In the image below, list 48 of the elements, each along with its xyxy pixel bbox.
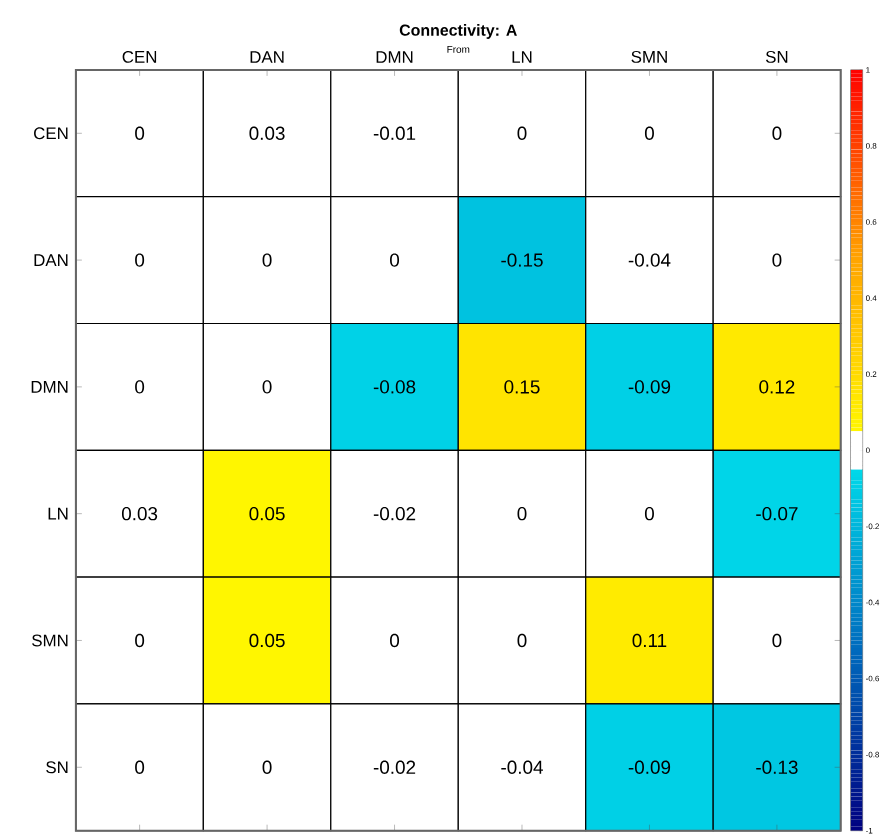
data-label: -0.02 — [373, 760, 416, 774]
data-label: 0 — [390, 253, 400, 267]
data-label: 0 — [135, 633, 145, 648]
data-label: 0 — [644, 126, 654, 140]
x-tick-label: SMN — [631, 50, 667, 63]
x-tick-label: DMN — [376, 51, 413, 63]
data-label: 0 — [644, 506, 654, 521]
data-label: 0 — [772, 126, 782, 140]
y-tick-label: CEN — [34, 127, 68, 140]
x-tick-label: DAN — [250, 51, 284, 63]
data-label: -0.15 — [501, 253, 543, 267]
data-label: 0.03 — [121, 506, 158, 521]
x-tick-label: CEN — [122, 50, 157, 63]
data-label: -0.09 — [628, 380, 671, 394]
data-label: -0.08 — [373, 380, 416, 394]
data-label: -0.04 — [501, 760, 543, 774]
data-label: 0 — [517, 633, 527, 648]
x-tick-label: SN — [765, 50, 788, 63]
data-label: 0.05 — [249, 633, 285, 648]
y-tick-label: LN — [48, 507, 68, 520]
data-label: -0.09 — [628, 760, 671, 774]
y-tick-label: SN — [46, 761, 68, 774]
y-tick-label: DMN — [31, 381, 68, 393]
data-label: 0 — [135, 126, 145, 140]
data-label: 0.03 — [249, 126, 285, 140]
data-label: 0 — [135, 253, 145, 267]
data-label: 0 — [390, 633, 400, 648]
data-label: 0 — [517, 126, 527, 140]
y-tick-label: SMN — [32, 634, 68, 647]
data-label: -0.04 — [628, 253, 671, 267]
data-label: -0.13 — [756, 760, 798, 774]
data-label: -0.02 — [373, 506, 416, 521]
data-label: 0.15 — [504, 380, 540, 394]
x-tick-label: LN — [512, 51, 532, 63]
data-label: 0 — [262, 760, 272, 774]
data-label: 0.11 — [632, 633, 667, 648]
data-label: 0 — [262, 253, 272, 267]
data-label: -0.01 — [373, 126, 416, 140]
data-label: 0 — [135, 380, 145, 394]
y-tick-label: DAN — [34, 254, 68, 266]
data-label: 0 — [772, 633, 782, 648]
data-label: 0 — [517, 506, 527, 521]
data-label: 0.12 — [759, 380, 795, 394]
data-label: 0 — [772, 253, 782, 267]
data-label: 0 — [135, 760, 145, 774]
data-label: 0.05 — [249, 506, 285, 521]
data-label: -0.07 — [756, 506, 798, 521]
data-label: 0 — [262, 380, 272, 394]
